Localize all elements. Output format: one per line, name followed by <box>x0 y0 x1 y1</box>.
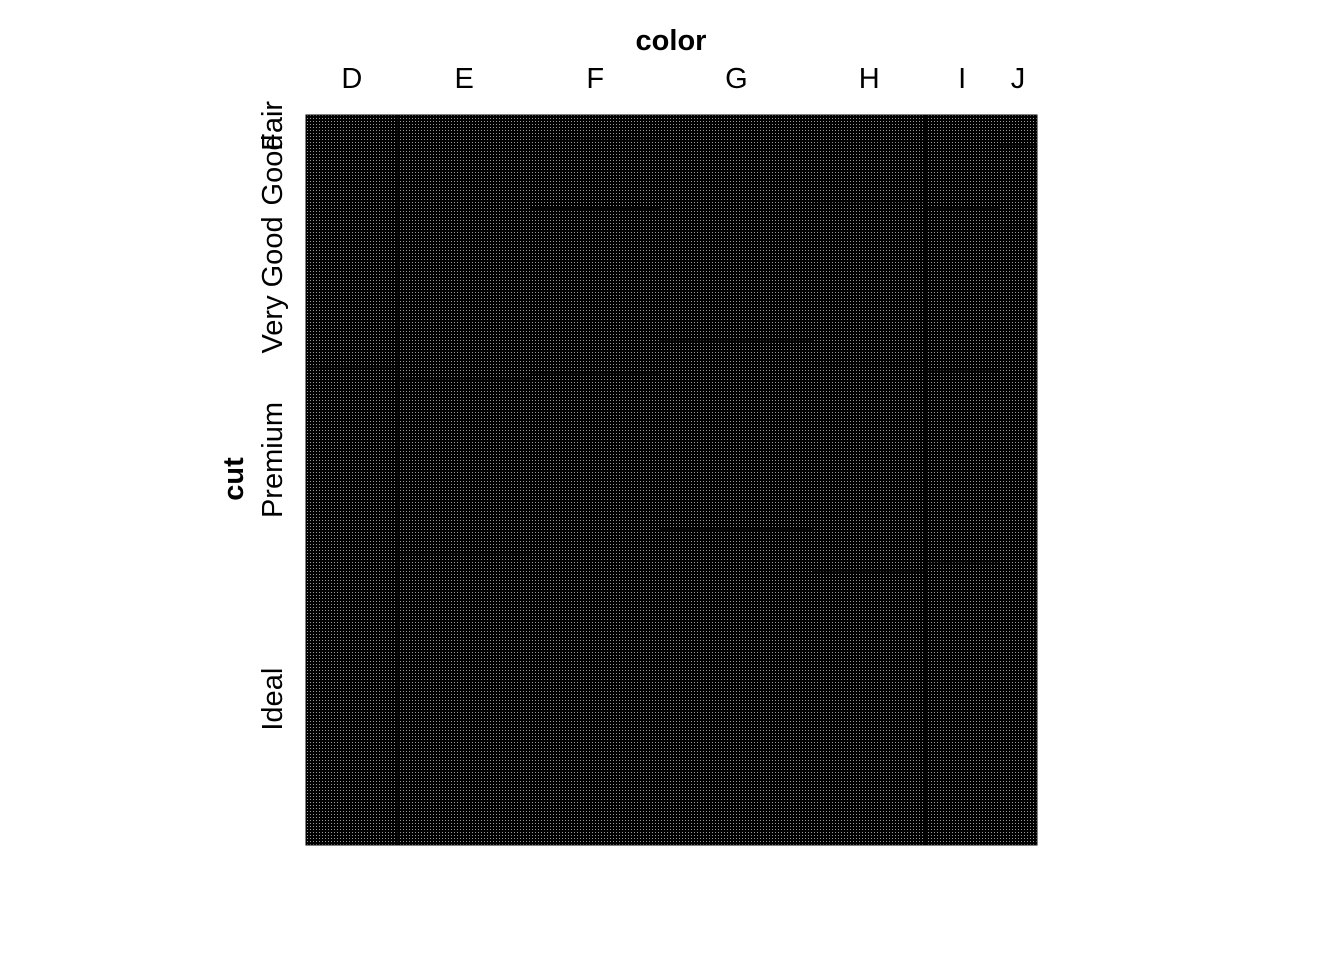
tile-I-good <box>924 138 1000 210</box>
tile-E-good <box>397 131 532 202</box>
x-axis-title: color <box>636 25 707 57</box>
tile-E-very-good <box>397 200 532 381</box>
tile-D-ideal <box>305 539 399 846</box>
tile-E-fair <box>397 114 532 133</box>
y-tick-label-good: Good <box>257 135 289 206</box>
tile-E-ideal <box>397 553 532 846</box>
x-tick-label-F: F <box>586 63 604 95</box>
x-tick-label-G: G <box>725 63 748 95</box>
tile-F-good <box>530 138 661 209</box>
tile-H-good <box>812 141 926 204</box>
y-axis-title: cut <box>218 457 250 501</box>
tile-F-premium <box>530 373 661 553</box>
x-tick-label-H: H <box>859 63 880 95</box>
tile-H-fair <box>812 114 926 143</box>
tile-G-good <box>659 134 814 193</box>
tile-F-very-good <box>530 207 661 375</box>
x-tick-labels: D E F G H I J <box>341 63 1025 95</box>
tile-I-very-good <box>924 208 1000 372</box>
x-tick-label-J: J <box>1011 63 1026 95</box>
tile-H-very-good <box>812 202 926 365</box>
y-tick-label-very-good: Very Good <box>257 216 289 353</box>
tile-D-premium <box>305 366 399 541</box>
tile-F-ideal <box>530 551 661 846</box>
tile-I-fair <box>924 114 1000 140</box>
tile-G-very-good <box>659 191 814 341</box>
tile-G-fair <box>659 114 814 136</box>
tile-J-ideal <box>998 611 1038 846</box>
tile-J-premium <box>998 401 1038 613</box>
tile-D-very-good <box>305 203 399 368</box>
tile-D-fair <box>305 114 399 134</box>
y-tick-label-fair: Fair <box>257 101 289 151</box>
y-tick-label-premium: Premium <box>257 402 289 518</box>
tile-J-fair <box>998 114 1038 147</box>
x-tick-label-D: D <box>341 63 362 95</box>
tile-E-premium <box>397 379 532 555</box>
tile-D-good <box>305 132 399 205</box>
y-tick-label-ideal: Ideal <box>257 668 289 731</box>
tile-I-premium <box>924 370 1000 564</box>
x-tick-label-I: I <box>958 63 966 95</box>
tile-H-premium <box>812 363 926 572</box>
tile-G-premium <box>659 339 814 530</box>
tile-G-ideal <box>659 528 814 846</box>
mosaic-tiles <box>305 114 1038 846</box>
tile-J-good <box>998 145 1038 227</box>
tile-I-ideal <box>924 562 1000 846</box>
tile-F-fair <box>530 114 661 140</box>
tile-H-ideal <box>812 570 926 846</box>
tile-J-very-good <box>998 225 1038 403</box>
x-tick-label-E: E <box>455 63 474 95</box>
